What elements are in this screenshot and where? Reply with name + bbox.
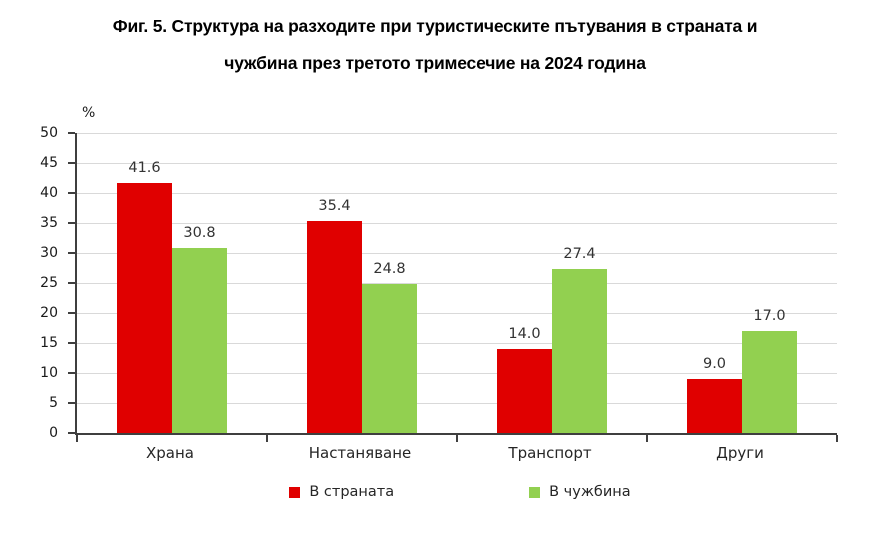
y-axis-tick-label: 10	[40, 365, 58, 381]
legend-swatch-icon	[529, 486, 541, 498]
gridline	[77, 193, 837, 194]
x-axis-tick	[456, 435, 458, 442]
x-axis-tick	[76, 435, 78, 442]
gridline	[77, 313, 837, 314]
y-axis-tick-label: 30	[40, 245, 58, 261]
bar-series1-cat4	[687, 379, 742, 433]
legend-entry: В чужбина	[529, 484, 631, 500]
y-axis-tick	[68, 312, 75, 314]
y-axis-tick	[68, 342, 75, 344]
gridline	[77, 283, 837, 284]
bar-series1-cat2	[307, 220, 362, 433]
legend: В страната В чужбина	[25, 484, 870, 500]
y-axis-tick	[68, 222, 75, 224]
y-axis-tick-label: 15	[40, 335, 58, 351]
plot-area: 41.6 35.4 14.0 9.0 30.8 24.8 27.4 17.0	[68, 132, 838, 442]
y-axis-tick-label: 0	[49, 425, 58, 441]
gridline	[77, 373, 837, 374]
chart-title-line2: чужбина през третото тримесечие на 2024 …	[224, 53, 646, 73]
gridline	[77, 163, 837, 164]
y-axis-tick	[68, 372, 75, 374]
y-axis-tick	[68, 192, 75, 194]
bar-value-label: 27.4	[563, 245, 596, 262]
y-axis-tick	[68, 252, 75, 254]
bar-value-label: 14.0	[508, 326, 541, 342]
y-axis-tick-label: 20	[40, 305, 58, 321]
bar-value-label: 35.4	[318, 197, 351, 214]
category-label: Храна	[146, 444, 194, 462]
bar-series1-cat3	[497, 349, 552, 433]
gridline	[77, 343, 837, 344]
legend-swatch-icon	[289, 486, 301, 498]
y-axis-tick-label: 5	[49, 395, 58, 411]
category-label: Други	[716, 444, 764, 462]
x-axis-tick	[836, 435, 838, 442]
y-axis-tick	[68, 432, 75, 434]
bar-series2-cat4	[742, 331, 797, 433]
y-axis-tick	[68, 132, 75, 134]
y-axis-tick	[68, 402, 75, 404]
bar-value-label: 41.6	[128, 160, 161, 177]
legend-label: В страната	[309, 484, 395, 500]
y-axis-tick	[68, 282, 75, 284]
category-label: Транспорт	[508, 444, 592, 462]
legend-entry: В страната	[289, 484, 394, 500]
chart-title-line1: Фиг. 5. Структура на разходите при турис…	[112, 16, 758, 36]
x-axis-tick	[646, 435, 648, 442]
bar-series2-cat1	[172, 248, 227, 433]
bar-series2-cat3	[552, 268, 607, 433]
bar-value-label: 30.8	[183, 225, 216, 242]
y-axis-tick-label: 40	[40, 185, 58, 201]
y-axis-tick-label: 25	[40, 275, 58, 291]
gridline	[77, 223, 837, 224]
gridline	[77, 133, 837, 134]
bar-value-label: 9.0	[702, 356, 727, 372]
bar-value-label: 24.8	[373, 261, 406, 278]
y-axis-tick-label: 35	[40, 215, 58, 231]
y-axis-tick-label: 45	[40, 155, 58, 171]
category-label: Настаняване	[308, 444, 412, 462]
y-axis-tick	[68, 162, 75, 164]
bar-series1-cat1	[117, 183, 172, 433]
y-axis-tick-labels: 0 5 10 15 20 25 30 35 40 45 50	[0, 126, 58, 440]
gridline	[77, 403, 837, 404]
x-axis-category-labels: Храна Настаняване Транспорт Други	[75, 444, 835, 462]
gridline	[77, 253, 837, 254]
bar-value-label: 17.0	[753, 308, 786, 324]
legend-label: В чужбина	[549, 484, 631, 500]
y-axis-tick-label: 50	[40, 125, 58, 141]
y-axis-unit-label: %	[82, 105, 96, 121]
chart-title: Фиг. 5. Структура на разходите при турис…	[0, 8, 870, 82]
bar-series2-cat2	[362, 284, 417, 433]
x-axis-tick	[266, 435, 268, 442]
